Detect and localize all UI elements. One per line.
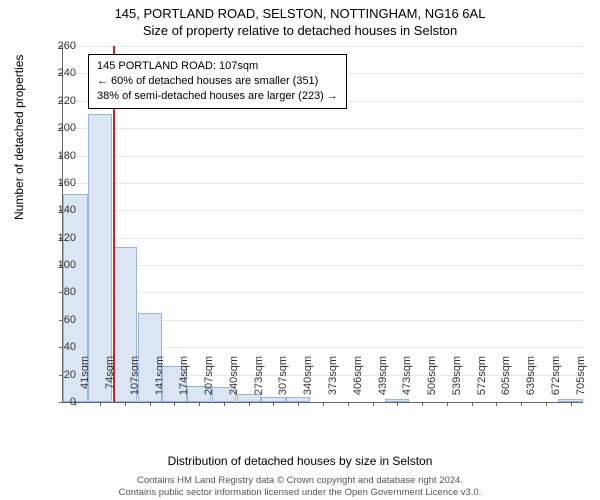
y-tick-label: 40 — [46, 341, 76, 353]
x-axis-label: Distribution of detached houses by size … — [0, 454, 600, 468]
y-tick-label: 120 — [46, 232, 76, 244]
x-tick-label: 506sqm — [426, 356, 438, 406]
gridline — [63, 265, 583, 266]
x-tick-mark — [125, 402, 126, 406]
x-tick-mark — [447, 402, 448, 406]
y-tick-label: 160 — [46, 177, 76, 189]
info-box-line1: 145 PORTLAND ROAD: 107sqm — [97, 59, 338, 74]
y-tick-label: 60 — [46, 314, 76, 326]
x-tick-mark — [422, 402, 423, 406]
y-axis-label: Number of detached properties — [12, 55, 26, 220]
x-tick-label: 605sqm — [500, 356, 512, 406]
x-tick-label: 406sqm — [352, 356, 364, 406]
x-tick-mark — [150, 402, 151, 406]
y-tick-label: 20 — [46, 369, 76, 381]
gridline — [63, 46, 583, 47]
y-tick-label: 220 — [46, 95, 76, 107]
x-tick-mark — [571, 402, 572, 406]
footer-line2: Contains public sector information licen… — [0, 487, 600, 498]
x-tick-mark — [249, 402, 250, 406]
y-tick-label: 100 — [46, 259, 76, 271]
x-tick-mark — [323, 402, 324, 406]
x-tick-label: 539sqm — [451, 356, 463, 406]
info-box-line2: ← 60% of detached houses are smaller (35… — [97, 74, 338, 89]
chart-container: 145, PORTLAND ROAD, SELSTON, NOTTINGHAM,… — [0, 0, 600, 500]
x-tick-mark — [224, 402, 225, 406]
chart-title-line1: 145, PORTLAND ROAD, SELSTON, NOTTINGHAM,… — [0, 0, 600, 21]
x-tick-mark — [373, 402, 374, 406]
y-tick-label: 80 — [46, 286, 76, 298]
info-box-line3: 38% of semi-detached houses are larger (… — [97, 89, 338, 104]
x-tick-mark — [348, 402, 349, 406]
y-tick-label: 260 — [46, 40, 76, 52]
chart-title-line2: Size of property relative to detached ho… — [0, 21, 600, 38]
x-tick-label: 705sqm — [575, 356, 587, 406]
gridline — [63, 238, 583, 239]
gridline — [63, 183, 583, 184]
footer-line1: Contains HM Land Registry data © Crown c… — [0, 475, 600, 486]
x-tick-mark — [472, 402, 473, 406]
x-tick-mark — [397, 402, 398, 406]
x-tick-mark — [273, 402, 274, 406]
footer: Contains HM Land Registry data © Crown c… — [0, 475, 600, 498]
y-tick-label: 200 — [46, 122, 76, 134]
x-tick-label: 373sqm — [327, 356, 339, 406]
x-tick-mark — [199, 402, 200, 406]
x-tick-mark — [100, 402, 101, 406]
x-tick-label: 639sqm — [525, 356, 537, 406]
x-tick-mark — [298, 402, 299, 406]
y-tick-label: 180 — [46, 150, 76, 162]
gridline — [63, 210, 583, 211]
gridline — [63, 156, 583, 157]
x-tick-label: 340sqm — [302, 356, 314, 406]
x-tick-mark — [546, 402, 547, 406]
gridline — [63, 292, 583, 293]
gridline — [63, 128, 583, 129]
x-tick-mark — [174, 402, 175, 406]
y-tick-label: 240 — [46, 67, 76, 79]
y-tick-label: 0 — [46, 396, 76, 408]
x-tick-label: 572sqm — [476, 356, 488, 406]
x-tick-mark — [496, 402, 497, 406]
x-tick-label: 473sqm — [401, 356, 413, 406]
y-tick-label: 140 — [46, 204, 76, 216]
x-tick-mark — [521, 402, 522, 406]
info-box: 145 PORTLAND ROAD: 107sqm ← 60% of detac… — [88, 54, 347, 109]
